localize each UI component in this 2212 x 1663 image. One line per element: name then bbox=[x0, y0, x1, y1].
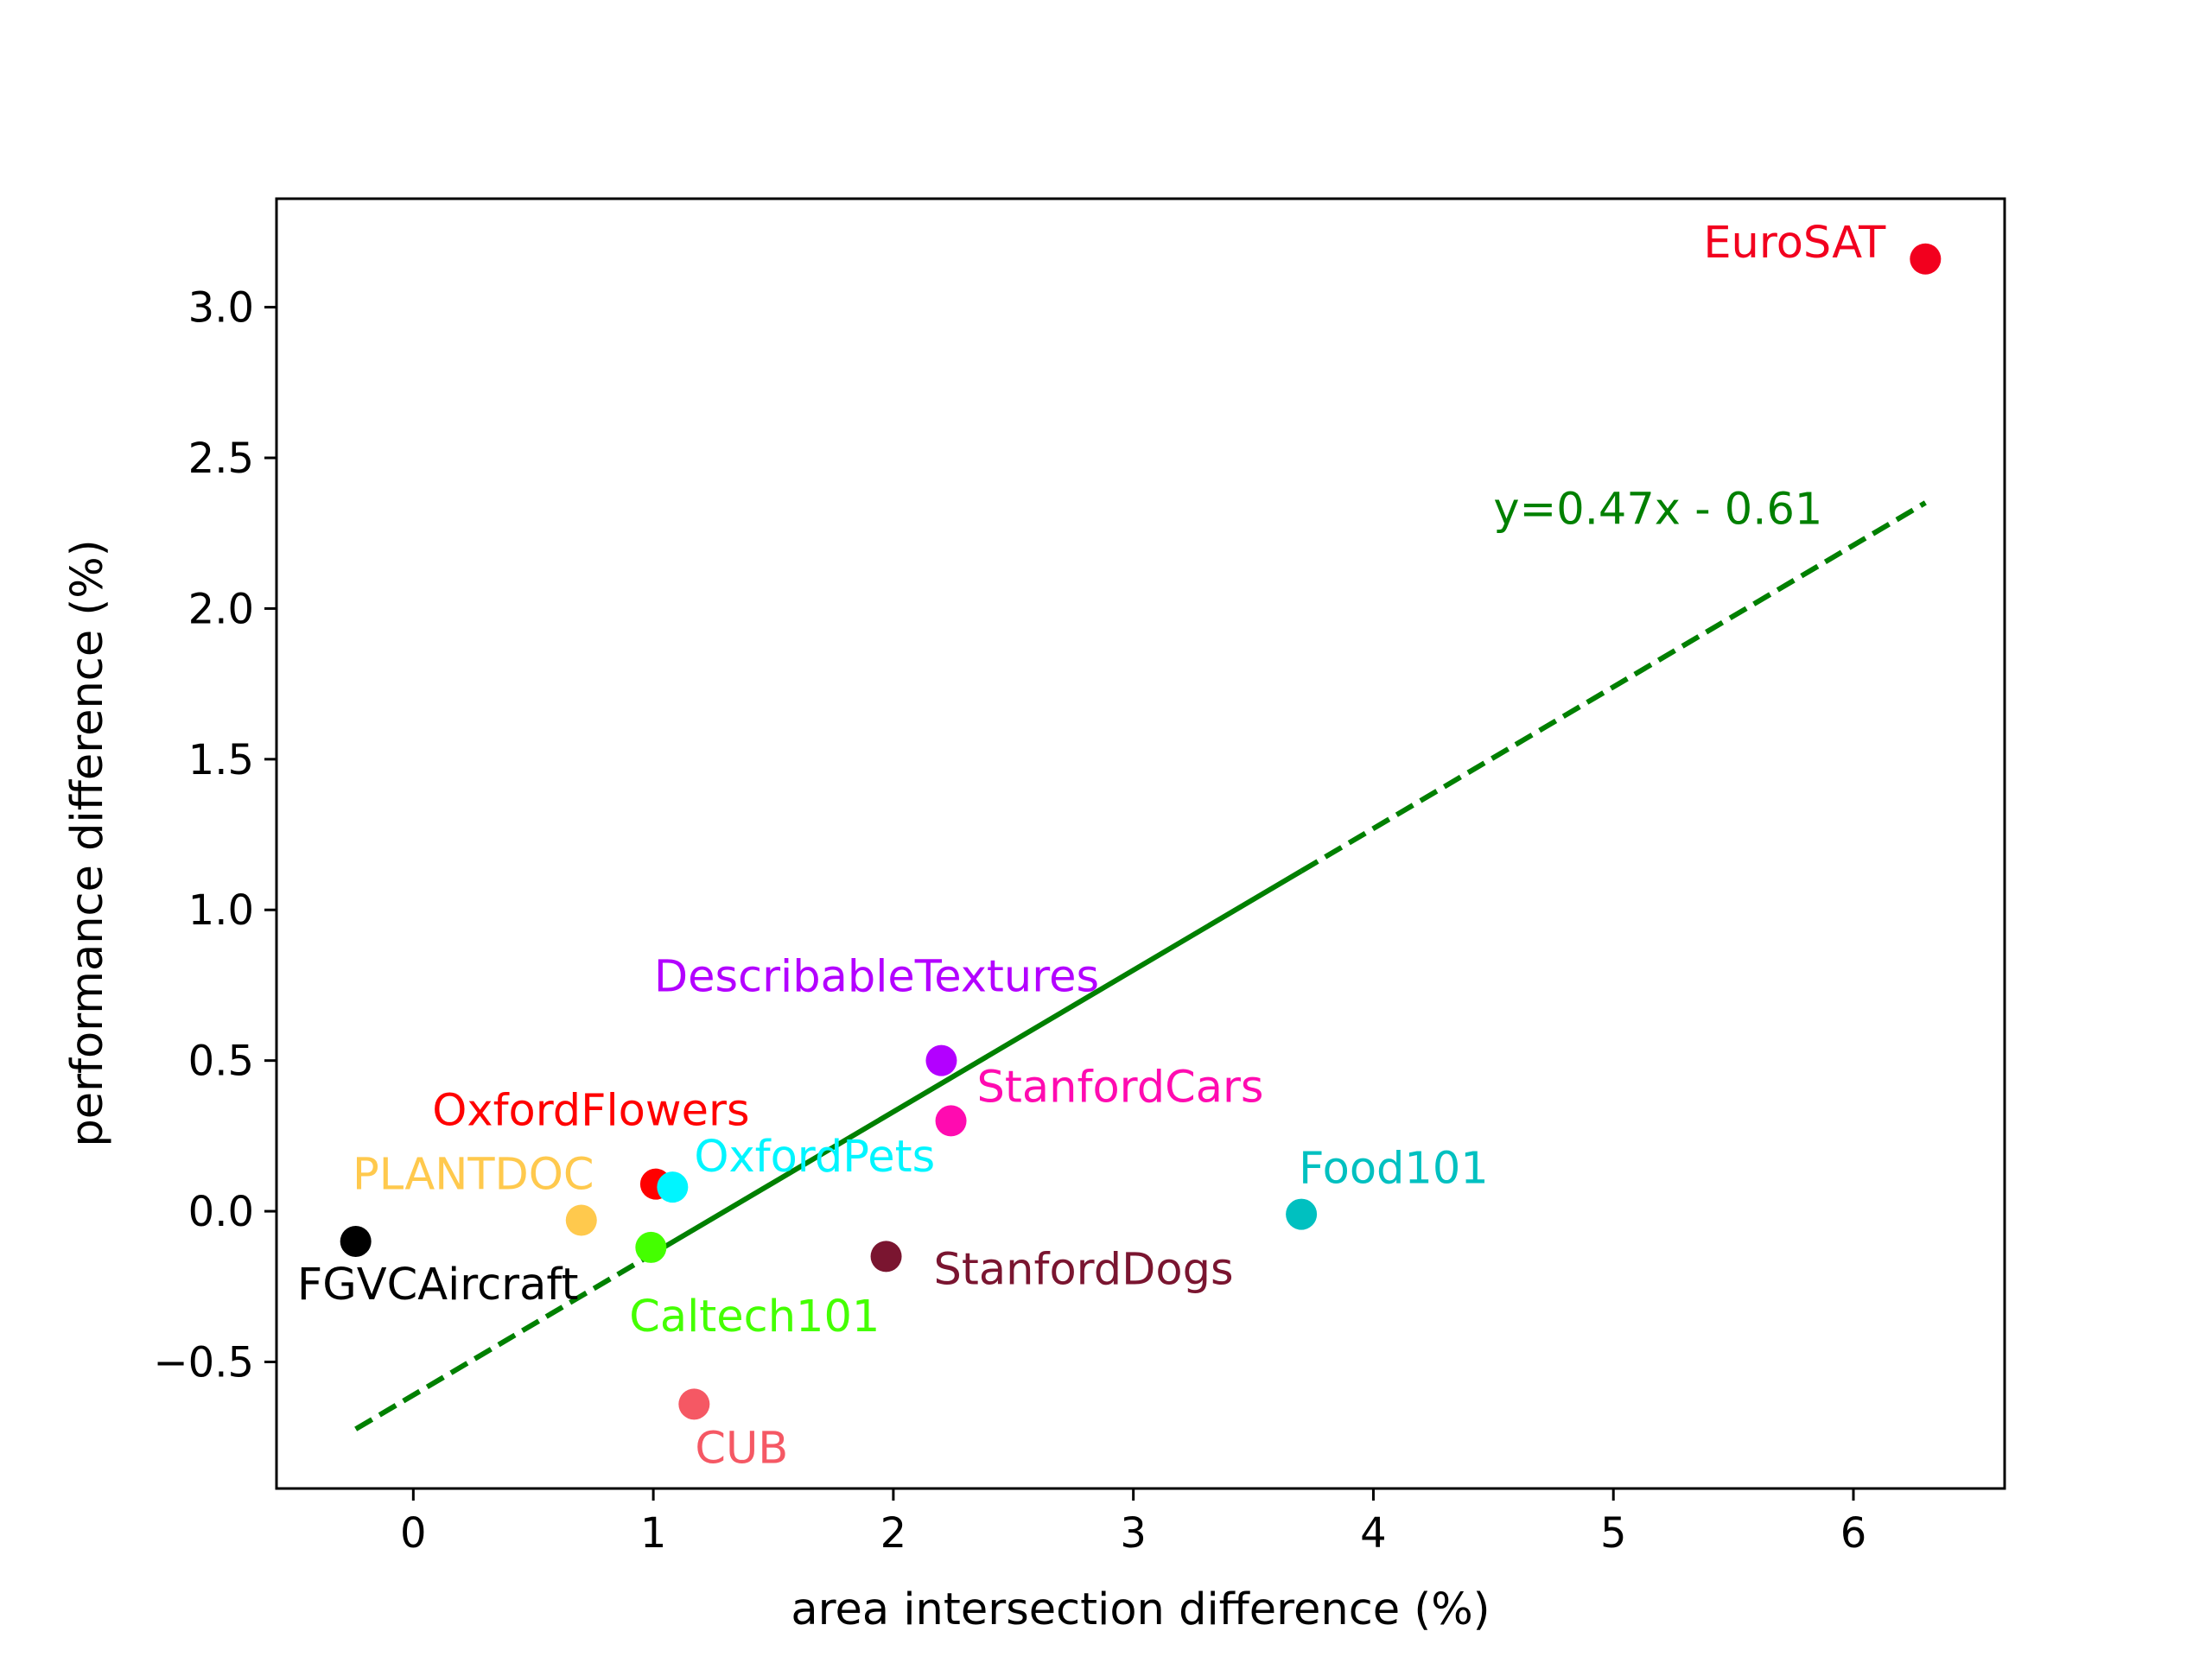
point-label-cub: CUB bbox=[695, 1423, 788, 1474]
x-tick-label: 6 bbox=[1840, 1509, 1867, 1558]
x-tick-label: 0 bbox=[400, 1509, 427, 1558]
y-tick-label: 0.0 bbox=[188, 1188, 254, 1236]
y-tick-label: 0.5 bbox=[188, 1038, 254, 1086]
point-label-oxfordpets: OxfordPets bbox=[694, 1132, 935, 1183]
point-label-oxfordflowers: OxfordFlowers bbox=[432, 1086, 749, 1137]
point-label-eurosat: EuroSAT bbox=[1703, 218, 1886, 269]
x-tick-label: 4 bbox=[1360, 1509, 1387, 1558]
data-point-plantdoc bbox=[565, 1204, 597, 1236]
x-axis-ticks: 0 1 2 3 4 5 6 bbox=[400, 1488, 1866, 1558]
point-label-fgvcaircraft: FGVCAircraft bbox=[297, 1260, 579, 1311]
point-label-stanfordcars: StanfordCars bbox=[977, 1062, 1264, 1113]
fit-line-dashed-right bbox=[1300, 500, 1927, 873]
data-point-oxfordpets bbox=[657, 1171, 689, 1203]
data-point-cub bbox=[678, 1388, 710, 1420]
y-tick-label: 2.5 bbox=[188, 435, 254, 483]
data-point-caltech101 bbox=[635, 1231, 667, 1263]
y-tick-label: 1.5 bbox=[188, 736, 254, 784]
y-axis-ticks: −0.5 0.0 0.5 1.0 1.5 2.0 2.5 3.0 bbox=[153, 284, 276, 1387]
data-point-stanfordcars bbox=[935, 1105, 967, 1137]
point-labels-group: EuroSAT DescribableTextures StanfordCars Ox… bbox=[297, 218, 1886, 1475]
y-tick-label: 2.0 bbox=[188, 585, 254, 633]
y-axis-label: performance difference (%) bbox=[62, 539, 113, 1146]
fit-line-group: y=0.47x - 0.61 bbox=[354, 485, 1927, 1431]
x-tick-label: 1 bbox=[640, 1509, 667, 1558]
y-tick-label: 3.0 bbox=[188, 284, 254, 333]
fit-line-dashed-left bbox=[354, 1251, 655, 1431]
point-label-plantdoc: PLANTDOC bbox=[353, 1150, 594, 1201]
point-label-describabletextures: DescribableTextures bbox=[654, 952, 1099, 1003]
data-point-describabletextures bbox=[925, 1044, 957, 1076]
x-axis-label: area intersection difference (%) bbox=[791, 1584, 1490, 1635]
y-tick-label: 1.0 bbox=[188, 886, 254, 935]
fit-equation-label: y=0.47x - 0.61 bbox=[1493, 485, 1822, 536]
point-label-caltech101: Caltech101 bbox=[629, 1292, 880, 1342]
data-point-stanforddogs bbox=[870, 1241, 902, 1273]
point-label-stanforddogs: StanfordDogs bbox=[934, 1244, 1234, 1295]
data-points-group bbox=[340, 243, 1942, 1420]
x-tick-label: 5 bbox=[1600, 1509, 1627, 1558]
x-tick-label: 2 bbox=[880, 1509, 907, 1558]
data-point-eurosat bbox=[1910, 243, 1942, 275]
fit-line-solid bbox=[652, 868, 1303, 1256]
point-label-food101: Food101 bbox=[1299, 1144, 1489, 1195]
data-point-food101 bbox=[1286, 1198, 1318, 1230]
y-tick-label: −0.5 bbox=[153, 1338, 254, 1387]
plot-frame bbox=[275, 197, 2006, 1490]
data-point-fgvcaircraft bbox=[340, 1225, 372, 1257]
x-tick-label: 3 bbox=[1120, 1509, 1147, 1558]
